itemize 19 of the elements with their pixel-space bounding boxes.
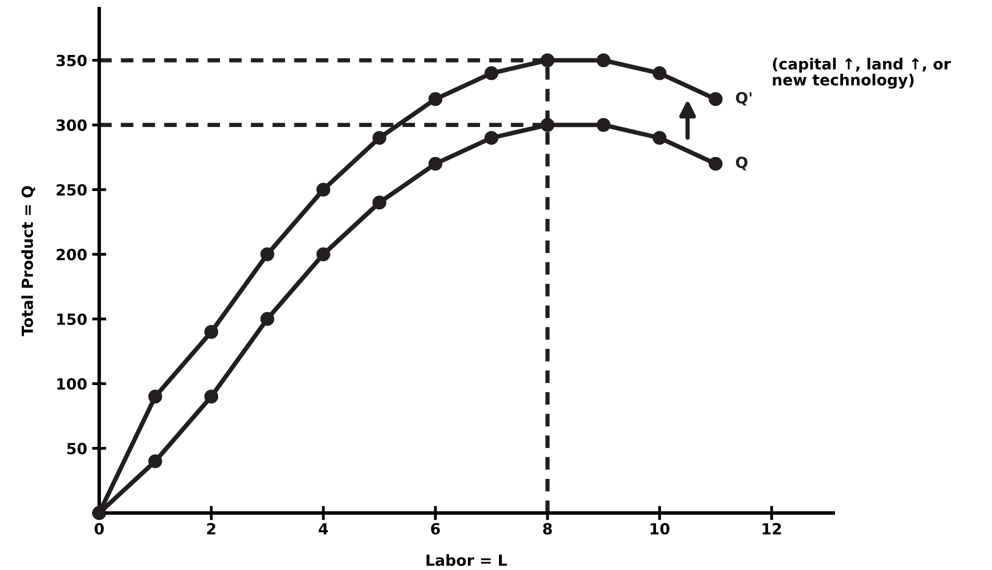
x-tick-label: 12 xyxy=(762,522,781,534)
y-tick-label: 150 xyxy=(57,313,87,325)
series-label: Q xyxy=(736,156,748,170)
series-label: Q' xyxy=(736,92,752,106)
x-tick-label: 4 xyxy=(318,523,328,534)
x-tick-label: 0 xyxy=(94,522,104,535)
y-tick-label: 250 xyxy=(56,184,87,196)
y-tick-label: 100 xyxy=(57,378,87,390)
y-tick-label: 50 xyxy=(67,442,87,454)
x-tick-label: 6 xyxy=(431,523,440,535)
y-tick-label: 200 xyxy=(56,248,87,260)
x-tick-label: 10 xyxy=(650,522,670,535)
x-tick-label: 2 xyxy=(207,522,216,534)
y-axis-title: Total Product = Q xyxy=(21,186,36,336)
x-axis-title: Labor = L xyxy=(426,554,507,566)
annotation: (capital ↑, land ↑, or new technology) xyxy=(772,58,951,89)
x-tick-label: 8 xyxy=(543,522,552,535)
y-tick-label: 300 xyxy=(56,119,87,131)
y-tick-label: 350 xyxy=(56,54,87,66)
